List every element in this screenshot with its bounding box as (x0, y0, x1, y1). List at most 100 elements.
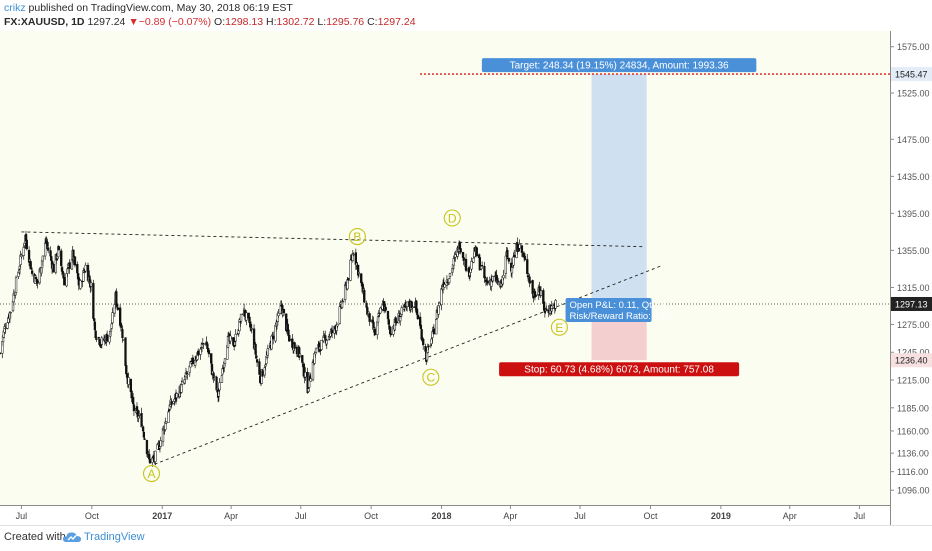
candle-body (0, 352, 2, 354)
candle-body (124, 337, 127, 366)
candle-body (234, 333, 237, 342)
candle-body (255, 355, 258, 358)
candle-body (368, 313, 371, 322)
candle-body (27, 249, 31, 263)
candle-body (298, 353, 302, 357)
candle-body (218, 382, 221, 391)
candle-body (121, 329, 124, 339)
candle-body (12, 293, 15, 303)
price-axis-background (890, 31, 932, 525)
candle-body (213, 375, 216, 378)
candle-body (68, 262, 71, 269)
chart-header: crikz published on TradingView.com, May … (0, 0, 932, 30)
candle-body (44, 242, 47, 257)
time-tick-label: Jul (16, 511, 28, 521)
candle-body (180, 381, 184, 385)
price-tick-label: 1096.00 (897, 486, 930, 496)
candle-body (338, 306, 341, 324)
candle-body (258, 361, 261, 375)
stop-price-label-tag (891, 353, 932, 368)
stop-label-box (499, 362, 740, 377)
candle-body (210, 353, 213, 364)
target-label: Target: 248.34 (19.15%) 24834, Amount: 1… (510, 61, 729, 72)
candle-body (502, 274, 505, 279)
candle-body (36, 280, 39, 284)
candle-body (105, 334, 109, 342)
candle-body (464, 259, 468, 271)
candle-body (264, 364, 267, 367)
candle-body (386, 310, 390, 320)
candlestick-series (0, 230, 557, 467)
candle-body (223, 358, 227, 364)
candle-body (304, 372, 307, 378)
candle-body (60, 250, 63, 267)
candle-body (301, 355, 304, 363)
wave-label-a: A (148, 467, 156, 481)
candle-body (220, 375, 224, 383)
price-chart[interactable]: A B C D E Target: 248.34 (19.15%) 24834, Amou… (0, 31, 932, 525)
candle-body (376, 316, 380, 323)
candle-body (239, 313, 243, 322)
time-tick-label: Oct (364, 511, 379, 521)
candle-body (84, 264, 87, 272)
author-link[interactable]: crikz (4, 2, 26, 14)
candle-body (111, 312, 114, 324)
candle-body (142, 431, 146, 438)
price-tick-label: 1116.00 (897, 467, 928, 477)
price-tick-label: 1435.00 (897, 172, 930, 182)
created-with-text: Created with (4, 531, 66, 543)
candle-body (526, 259, 529, 274)
candle-body (30, 270, 34, 274)
candle-body (282, 308, 286, 314)
stop-label: Stop: 60.73 (4.68%) 6073, Amount: 757.08 (524, 365, 714, 376)
candle-body (352, 253, 355, 256)
candle-body (175, 393, 178, 398)
candle-body (79, 280, 82, 289)
candle-body (19, 254, 22, 265)
candle-body (373, 328, 377, 336)
candle-body (89, 282, 93, 287)
wave-label-circle-a (142, 464, 161, 483)
candle-body (472, 257, 475, 263)
current-price-label: 1297.13 (895, 299, 928, 309)
tradingview-brand[interactable]: TradingView (84, 531, 145, 543)
candle-body (4, 327, 7, 330)
candle-body (510, 267, 514, 274)
tradingview-cloud-logo-icon[interactable] (62, 529, 82, 545)
candle-body (288, 335, 291, 342)
price-tick-label: 1315.00 (897, 283, 930, 293)
candle-body (405, 301, 409, 307)
candle-body (356, 264, 360, 276)
chart-area[interactable]: A B C D E Target: 248.34 (19.15%) 24834, Amou… (0, 31, 932, 525)
candle-body (513, 254, 516, 258)
time-tick-label: Apr (503, 511, 517, 521)
candle-body (34, 276, 38, 280)
candle-body (122, 339, 125, 341)
price-change: −0.89 (−0.07%) (138, 16, 212, 28)
upper-resistance-line (21, 231, 645, 248)
price-tick-label: 1185.00 (897, 403, 929, 413)
candle-body (497, 280, 500, 282)
candle-body (57, 246, 61, 251)
candle-body (520, 245, 524, 253)
candle-body (186, 373, 189, 375)
publish-info: crikz published on TradingView.com, May … (4, 2, 293, 14)
candle-body (125, 365, 128, 375)
candle-body (427, 345, 430, 348)
ohlc-open-label: O: (214, 16, 226, 28)
candle-body (97, 336, 100, 339)
candle-body (293, 342, 296, 349)
candle-body (148, 458, 152, 464)
target-price-label-tag (891, 67, 932, 82)
candle-body (132, 404, 136, 412)
candle-body (452, 258, 455, 266)
stop-price-label: 1236.40 (895, 356, 928, 366)
candle-body (475, 247, 478, 257)
candle-body (448, 278, 451, 284)
time-tick-label: Oct (643, 511, 658, 521)
candle-body (261, 370, 264, 377)
candle-body (255, 359, 259, 363)
candle-body (363, 290, 366, 303)
candle-body (336, 323, 339, 327)
candle-body (229, 335, 232, 342)
